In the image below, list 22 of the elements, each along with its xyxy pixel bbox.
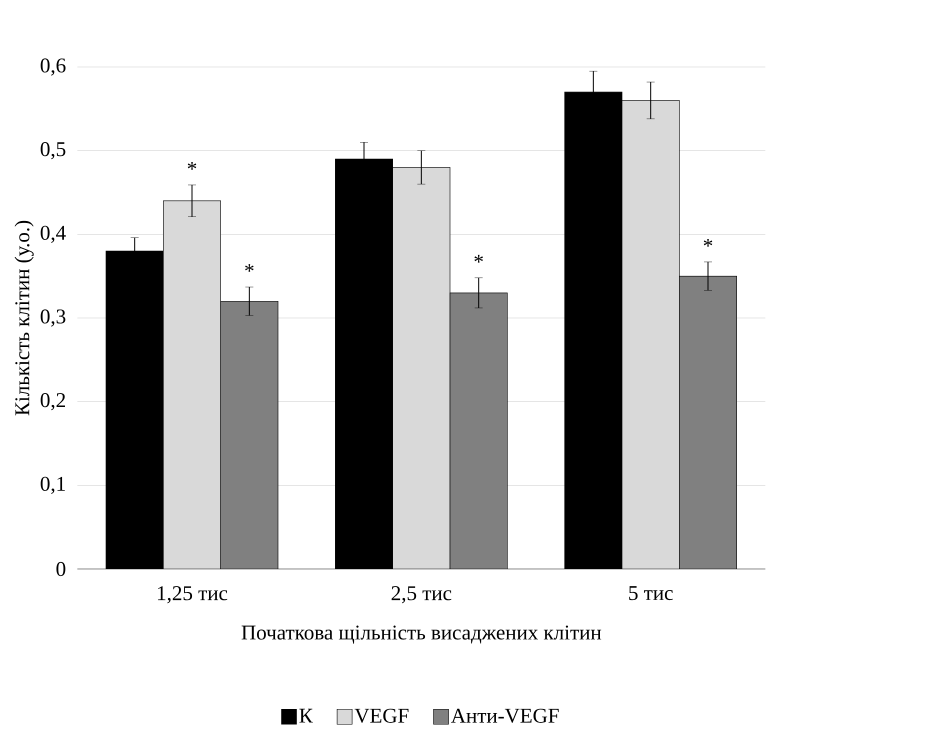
bar — [679, 276, 737, 569]
legend-label: VEGF — [354, 708, 408, 723]
y-tick-label: 0,3 — [40, 309, 66, 327]
x-tick-label: 5 тис — [629, 586, 673, 600]
annotation: * — [188, 162, 196, 170]
annotation: * — [704, 238, 712, 247]
bar — [450, 292, 508, 569]
y-tick-label: 0 — [56, 562, 66, 576]
bar — [220, 301, 278, 569]
legend-label: К — [299, 708, 313, 723]
annotation: * — [245, 264, 254, 272]
x-tick-label: 2,5 тис — [392, 586, 452, 604]
x-tick-label: 1,25 тис — [158, 586, 228, 604]
y-tick-label: 0,1 — [40, 476, 65, 494]
y-tick-label: 0,6 — [40, 58, 66, 76]
annotation: * — [474, 254, 483, 263]
y-tick-label: 0,5 — [40, 142, 66, 160]
legend-label: Анти-VEGF — [451, 708, 559, 723]
y-tick-label: 0,4 — [40, 226, 66, 243]
x-axis-title: Початкова щільність висаджених клітин — [242, 626, 602, 644]
y-axis-title: Кількість клітин (у.о.) — [14, 220, 34, 416]
y-tick-label: 0,2 — [40, 393, 65, 410]
